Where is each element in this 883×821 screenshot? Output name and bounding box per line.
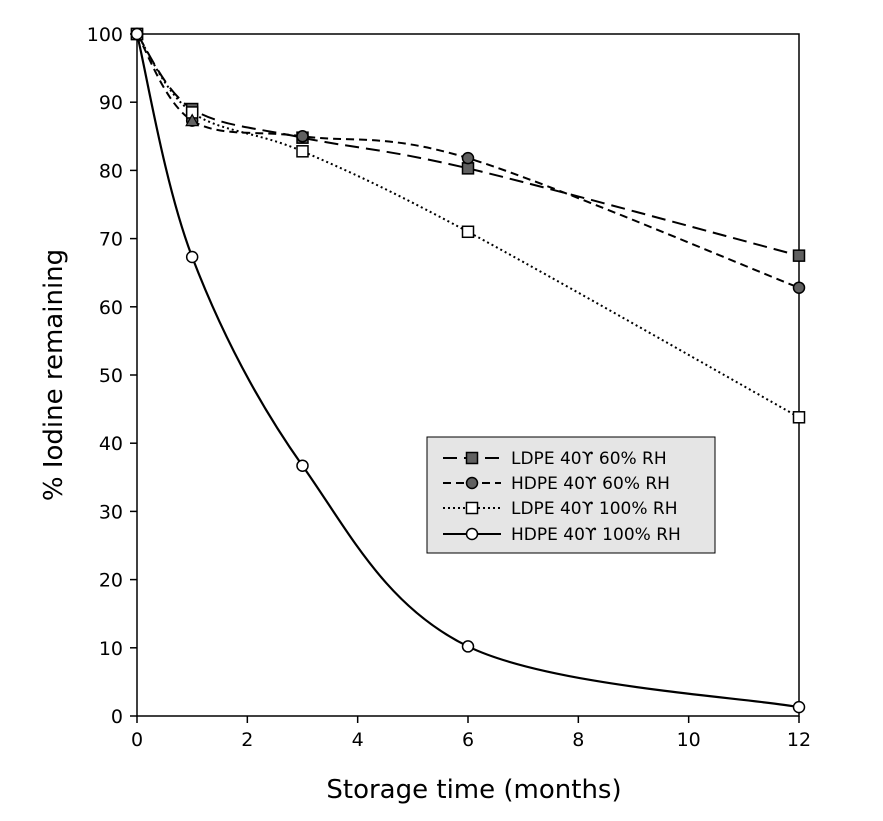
legend-label-1: LDPE 40ϒ 60% RH	[511, 449, 667, 469]
legend-label-4: HDPE 40ϒ 100% RH	[511, 525, 681, 545]
y-tick-label: 80	[99, 160, 123, 182]
x-tick-label: 4	[352, 729, 364, 751]
y-tick-label: 40	[99, 433, 123, 455]
series-line-1	[136, 33, 800, 257]
series-4-point	[461, 640, 475, 653]
x-axis-label: Storage time (months)	[326, 775, 621, 805]
y-tick-label: 20	[99, 570, 123, 592]
y-tick-label: 100	[87, 24, 123, 46]
legend-marker-2	[465, 476, 479, 490]
x-tick-label: 2	[241, 729, 253, 751]
legend-items: LDPE 40ϒ 60% RH HDPE 40ϒ 60% RH LDPE 40ϒ 1…	[443, 449, 681, 545]
legend-label-2: HDPE 40ϒ 60% RH	[511, 474, 670, 494]
x-tick-label: 8	[572, 729, 584, 751]
legend-label-3: LDPE 40ϒ 100% RH	[511, 499, 677, 519]
series-4-point	[792, 700, 806, 714]
y-tick-label: 30	[99, 501, 123, 523]
series-4-point	[185, 250, 199, 264]
series-1-point	[461, 162, 475, 175]
y-tick-label: 70	[99, 229, 123, 251]
series-3-point	[296, 145, 309, 158]
legend: LDPE 40ϒ 60% RH HDPE 40ϒ 60% RH LDPE 40ϒ 1…	[426, 436, 716, 554]
y-axis-ticks: 0 10 20 30 40 50 60 70 80 90 100	[87, 24, 137, 728]
series-2-point	[792, 281, 806, 294]
y-tick-label: 50	[99, 365, 123, 387]
series-4-point	[130, 27, 144, 41]
series-2-point-triangle	[185, 113, 200, 127]
legend-marker-4	[465, 527, 479, 541]
series-3-point	[461, 225, 475, 239]
y-tick-label: 60	[99, 297, 123, 319]
x-tick-label: 10	[677, 729, 701, 751]
y-tick-label: 0	[111, 706, 123, 728]
y-tick-label: 90	[99, 92, 123, 114]
series-lines	[135, 33, 800, 709]
series-3-point	[792, 411, 806, 424]
series-1-point	[792, 249, 806, 262]
x-tick-label: 0	[131, 729, 143, 751]
series-markers	[130, 27, 806, 714]
plot-frame	[136, 33, 800, 717]
y-axis-label: % Iodine remaining	[39, 249, 69, 501]
legend-marker-1	[465, 451, 479, 465]
x-axis-ticks: 0 2 4 6 8 10 12	[131, 716, 811, 751]
x-tick-label: 6	[462, 729, 474, 751]
series-4-point	[296, 459, 309, 472]
legend-marker-3	[465, 501, 479, 515]
x-tick-label: 12	[787, 729, 811, 751]
series-2-point	[296, 130, 309, 143]
y-tick-label: 10	[99, 638, 123, 660]
series-2-point	[461, 151, 475, 165]
series-line-4	[135, 33, 800, 709]
